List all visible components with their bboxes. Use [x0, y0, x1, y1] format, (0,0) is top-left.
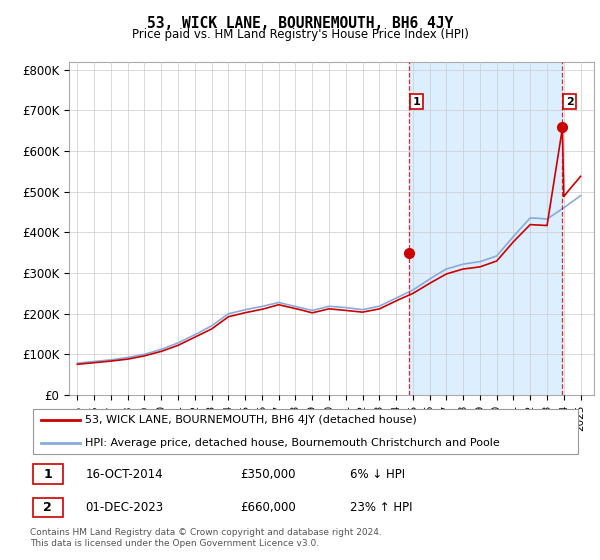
- Text: £660,000: £660,000: [240, 501, 296, 514]
- Text: 53, WICK LANE, BOURNEMOUTH, BH6 4JY: 53, WICK LANE, BOURNEMOUTH, BH6 4JY: [147, 16, 453, 31]
- Bar: [33, 497, 63, 517]
- Text: 53, WICK LANE, BOURNEMOUTH, BH6 4JY (detached house): 53, WICK LANE, BOURNEMOUTH, BH6 4JY (det…: [85, 415, 417, 425]
- Text: HPI: Average price, detached house, Bournemouth Christchurch and Poole: HPI: Average price, detached house, Bour…: [85, 438, 500, 449]
- Bar: [33, 464, 63, 484]
- Text: £350,000: £350,000: [240, 468, 295, 481]
- Text: Price paid vs. HM Land Registry's House Price Index (HPI): Price paid vs. HM Land Registry's House …: [131, 28, 469, 41]
- Text: 1: 1: [413, 96, 421, 106]
- Text: 2: 2: [566, 96, 574, 106]
- Text: 1: 1: [43, 468, 52, 481]
- Text: Contains HM Land Registry data © Crown copyright and database right 2024.: Contains HM Land Registry data © Crown c…: [30, 528, 382, 537]
- Text: 2: 2: [43, 501, 52, 514]
- FancyBboxPatch shape: [33, 409, 578, 454]
- Text: 16-OCT-2014: 16-OCT-2014: [85, 468, 163, 481]
- Text: This data is licensed under the Open Government Licence v3.0.: This data is licensed under the Open Gov…: [30, 539, 319, 548]
- Text: 6% ↓ HPI: 6% ↓ HPI: [350, 468, 405, 481]
- Text: 23% ↑ HPI: 23% ↑ HPI: [350, 501, 413, 514]
- Bar: [409, 62, 562, 395]
- Text: 01-DEC-2023: 01-DEC-2023: [85, 501, 163, 514]
